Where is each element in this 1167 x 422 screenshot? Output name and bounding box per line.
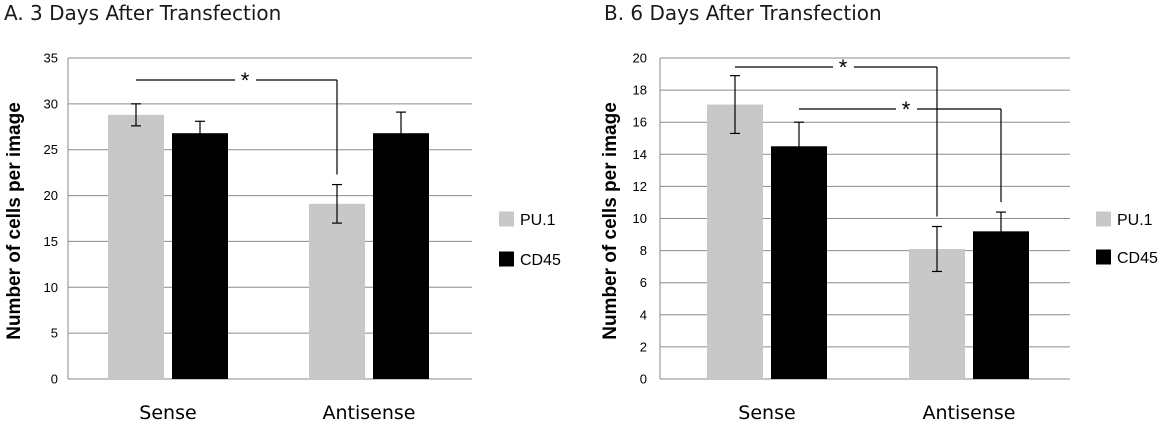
significance-star: * [839,55,848,80]
legend-item: PU.1 [499,211,556,229]
legend-swatch [499,211,514,227]
y-axis-label: Number of cells per image [4,102,25,340]
chart-panel-b: B. 6 Days After Transfection Number of c… [600,1,1158,422]
legend-swatch [499,251,514,267]
y-tick-label: 0 [51,372,58,387]
significance-star: * [902,97,911,122]
error-bar [195,120,205,146]
significance-bracket: * [136,68,338,175]
significance-annotations: * [136,68,338,175]
y-tick-label: 18 [633,83,647,98]
y-tick-label: 4 [640,307,647,322]
legend-item: CD45 [499,251,561,269]
error-bars [131,103,406,224]
legend-label: CD45 [520,252,561,269]
error-bar [131,103,141,127]
y-tick-label: 2 [640,339,647,354]
error-bar [332,183,342,224]
legend-label: PU.1 [1117,212,1153,229]
significance-bracket: * [735,55,938,217]
y-tick-label: 15 [44,234,58,249]
y-tick-label: 30 [44,96,58,111]
bar-pu-1-sense [707,104,763,380]
legend-swatch [1096,211,1111,227]
y-tick-labels: 0 2 4 6 8 10 12 14 16 18 20 [633,51,647,387]
x-tick-label: Sense [738,402,795,422]
x-tick-labels: Sense Antisense [139,402,415,422]
x-tick-label: Sense [139,402,196,422]
y-tick-label: 6 [640,275,647,290]
y-tick-label: 20 [633,51,647,66]
bar-cd45-sense [771,146,827,379]
y-tick-label: 14 [633,147,647,162]
chart-title: A. 3 Days After Transfection [4,1,281,25]
legend-swatch [1096,249,1111,265]
y-tick-labels: 0 5 10 15 20 25 30 35 [44,51,58,387]
legend-label: PU.1 [520,212,556,229]
y-tick-label: 16 [633,115,647,130]
legend: PU.1 CD45 [1096,211,1158,267]
error-bar [932,225,942,273]
error-bars [730,75,1006,273]
bars [707,104,1029,380]
bar-cd45-antisense [373,133,429,379]
y-axis-label: Number of cells per image [600,102,621,340]
y-tick-label: 5 [51,326,58,341]
legend: PU.1 CD45 [499,211,561,269]
y-tick-label: 35 [44,51,58,66]
y-tick-label: 20 [44,188,58,203]
y-tick-label: 10 [44,280,58,295]
y-tick-label: 12 [633,179,647,194]
significance-annotations: ** [735,55,1002,217]
y-tick-label: 0 [640,372,647,387]
bar-cd45-sense [172,133,228,379]
y-tick-label: 25 [44,142,58,157]
bar-pu-1-sense [108,114,164,379]
x-tick-label: Antisense [323,402,416,422]
x-tick-label: Antisense [923,402,1016,422]
significance-star: * [241,68,250,93]
bar-cd45-antisense [973,231,1029,379]
significance-bracket: * [799,97,1002,203]
bars [108,114,429,379]
chart-panel-a: A. 3 Days After Transfection Number of c… [4,1,561,422]
x-tick-labels: Sense Antisense [738,402,1015,422]
error-bar [996,211,1006,252]
legend-label: CD45 [1117,250,1158,267]
y-tick-label: 10 [633,211,647,226]
error-bar [794,121,804,171]
error-bar [396,111,406,155]
legend-item: CD45 [1096,249,1158,267]
bar-pu-1-antisense [309,203,365,379]
legend-item: PU.1 [1096,211,1153,229]
error-bar [730,75,740,135]
y-tick-label: 8 [640,243,647,258]
chart-title: B. 6 Days After Transfection [604,1,882,25]
